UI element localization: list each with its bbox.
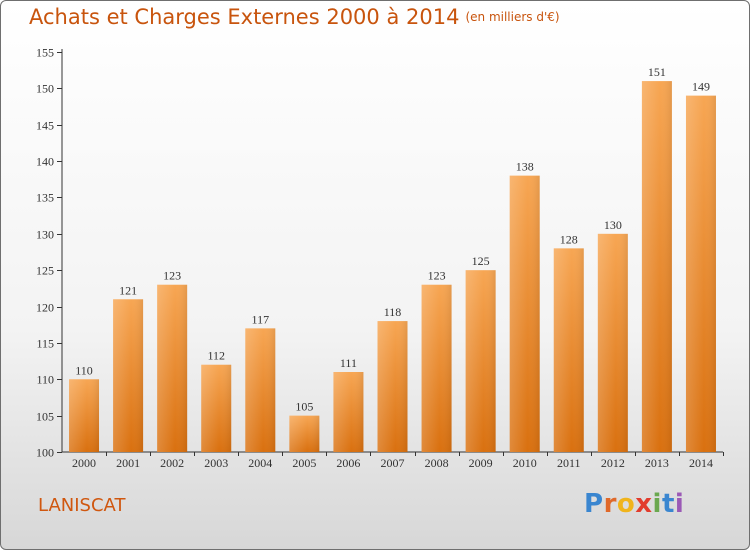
bar-highlight <box>69 379 100 452</box>
x-tick-label: 2001 <box>116 456 140 470</box>
bar-highlight <box>553 248 584 452</box>
y-tick-label: 150 <box>36 82 54 96</box>
data-label: 111 <box>340 356 357 370</box>
y-tick-label: 135 <box>36 191 54 205</box>
data-label: 112 <box>207 349 225 363</box>
bar-highlight <box>377 321 408 452</box>
chart-subtitle: (en milliers d'€) <box>465 10 560 24</box>
x-axis: 2000 2001 2002 2003 2004 2005 2006 2007 2008 2009… <box>62 451 724 470</box>
x-tick-label: 2003 <box>204 456 228 470</box>
x-tick-label: 2008 <box>425 456 449 470</box>
data-label: 149 <box>692 80 710 94</box>
bar-highlight <box>509 175 540 453</box>
y-tick-label: 110 <box>36 373 54 387</box>
bar-highlight <box>597 233 628 452</box>
logo-letter: i <box>652 489 662 519</box>
data-label: 138 <box>516 160 534 174</box>
data-label: 130 <box>604 218 622 232</box>
data-label: 121 <box>119 283 137 297</box>
data-label: 151 <box>648 65 666 79</box>
logo-letter: i <box>674 489 685 519</box>
x-tick-label: 2000 <box>72 456 96 470</box>
x-tick-label: 2004 <box>248 456 272 470</box>
logo-letter: P <box>584 489 604 519</box>
data-label: 117 <box>252 312 270 326</box>
y-tick-label: 100 <box>36 446 54 460</box>
x-tick-label: 2014 <box>689 456 713 470</box>
y-tick-label: 115 <box>36 337 54 351</box>
y-tick-label: 140 <box>36 155 54 169</box>
logo-letter: t <box>661 489 675 519</box>
proxiti-logo: Proxiti <box>584 489 684 519</box>
x-tick-label: 2011 <box>557 456 581 470</box>
chart-title-text: Achats et Charges Externes 2000 à 2014 <box>29 5 460 29</box>
y-tick-label: 125 <box>36 264 54 278</box>
chart-title: Achats et Charges Externes 2000 à 2014 (e… <box>29 5 560 29</box>
data-label: 128 <box>560 232 578 246</box>
bar-highlight <box>421 284 452 452</box>
x-tick-label: 2002 <box>160 456 184 470</box>
bar-highlight <box>157 284 188 452</box>
x-tick-label: 2013 <box>645 456 669 470</box>
data-label: 125 <box>472 254 490 268</box>
x-tick-label: 2012 <box>601 456 625 470</box>
bar-highlight <box>641 81 672 452</box>
data-label: 118 <box>384 305 402 319</box>
logo-letter: r <box>603 489 617 519</box>
commune-name: LANISCAT <box>38 495 126 516</box>
y-tick-label: 120 <box>36 301 54 315</box>
bar-highlight <box>465 270 496 452</box>
logo-letter: o <box>616 489 636 519</box>
y-axis: 100 105 110 115 120 125 130 135 140 145 150 155 <box>36 46 63 460</box>
bars: 110 121 123 112 117 105 111 118 123 125 138 128 130 1… <box>69 65 716 453</box>
x-tick-label: 2010 <box>513 456 537 470</box>
bar-highlight <box>685 95 716 453</box>
data-label: 123 <box>428 269 446 283</box>
bar-highlight <box>201 364 232 452</box>
bar-highlight <box>289 415 320 452</box>
x-tick-label: 2007 <box>381 456 405 470</box>
bar-highlight <box>245 328 276 452</box>
x-tick-label: 2006 <box>336 456 360 470</box>
logo-letter: x <box>635 489 653 519</box>
data-label: 110 <box>75 363 93 377</box>
x-tick-label: 2009 <box>469 456 493 470</box>
bar-highlight <box>113 299 144 452</box>
y-tick-label: 155 <box>36 46 54 60</box>
data-label: 105 <box>295 400 313 414</box>
y-tick-label: 145 <box>36 119 54 133</box>
bar-highlight <box>333 372 364 452</box>
data-label: 123 <box>163 269 181 283</box>
x-tick-label: 2005 <box>292 456 316 470</box>
y-tick-label: 105 <box>36 410 54 424</box>
y-tick-label: 130 <box>36 228 54 242</box>
